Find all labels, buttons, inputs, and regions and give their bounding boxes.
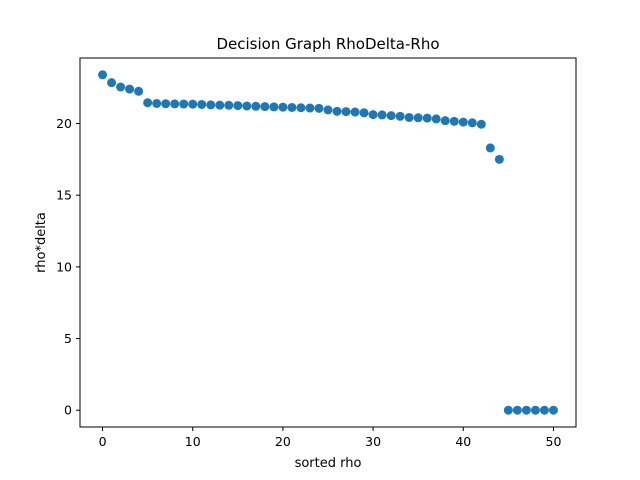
data-point [269,102,279,112]
data-point [332,106,342,116]
data-point [305,103,315,113]
data-point [215,100,225,110]
y-tick-label: 10 [56,259,72,274]
y-tick-label: 5 [64,331,72,346]
data-point [251,101,261,111]
data-point [503,405,513,415]
data-point [548,405,558,415]
data-point [125,84,135,94]
data-point [494,154,504,164]
data-point [467,118,477,128]
data-point [188,99,198,109]
data-point [485,143,495,153]
data-point [368,110,378,120]
x-axis: 0 10 20 30 40 50 [99,427,562,449]
y-tick-label: 20 [56,116,72,131]
data-point [395,111,405,121]
data-point [260,102,270,112]
data-point [161,99,171,109]
chart-title: Decision Graph RhoDelta-Rho [216,35,439,53]
data-point [521,405,531,415]
data-point [377,110,387,120]
data-point [116,82,126,92]
data-point [134,86,144,96]
x-tick-label: 30 [365,434,381,449]
scatter-points [98,70,558,415]
x-tick-label: 50 [546,434,562,449]
data-point [296,103,306,113]
data-point [179,99,189,109]
data-point [98,70,108,80]
x-axis-title: sorted rho [295,456,362,471]
y-axis: 0 5 10 15 20 [56,116,80,418]
y-tick-label: 0 [64,403,72,418]
data-point [170,99,180,109]
data-point [287,102,297,112]
data-point [440,116,450,126]
data-point [539,405,549,415]
data-point [278,102,288,112]
data-point [512,405,522,415]
data-point [341,107,351,117]
data-point [431,114,441,124]
data-point [233,101,243,111]
data-point [314,103,324,113]
data-point [224,100,234,110]
x-tick-label: 10 [185,434,201,449]
data-point [422,113,432,123]
y-axis-title: rho*delta [34,212,49,273]
data-point [458,117,468,127]
data-point [404,112,414,122]
data-point [359,108,369,118]
data-point [323,105,333,115]
data-point [242,101,252,111]
data-point [530,405,540,415]
data-point [476,119,486,129]
x-tick-label: 20 [275,434,291,449]
x-tick-label: 0 [99,434,107,449]
data-point [197,99,207,109]
plot-frame [79,57,577,428]
data-point [350,107,360,117]
data-point [152,98,162,108]
y-tick-label: 15 [56,188,72,203]
data-point [107,78,117,88]
x-tick-label: 40 [455,434,471,449]
data-point [143,98,153,108]
data-point [449,116,459,126]
data-point [386,111,396,121]
data-point [413,113,423,123]
data-point [206,100,216,110]
